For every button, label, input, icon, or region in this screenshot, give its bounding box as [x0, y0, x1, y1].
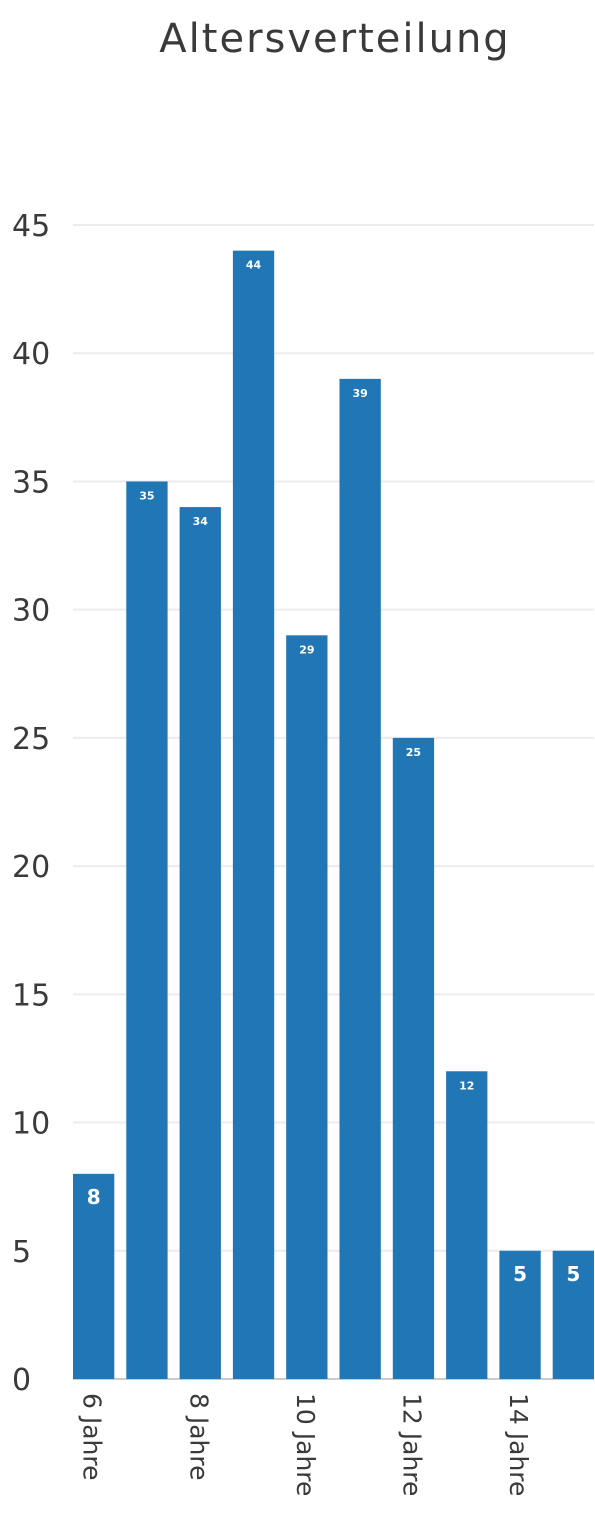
- y-tick-label-15: 15: [12, 978, 50, 1013]
- x-axis: 6 Jahre 8 Jahre 10 Jahre 12 Jahre 14 Jahre: [78, 1393, 533, 1496]
- bar-value-label-3: 44: [246, 259, 262, 272]
- bar-value-label-6: 25: [406, 746, 421, 759]
- y-axis: 0 5 10 15 20 25 30 35 40 45: [12, 209, 50, 1398]
- chart-title: Altersverteilung: [159, 16, 510, 62]
- bar-value-labels: 8 35 34 44 29 39 25 12 5 5: [87, 259, 581, 1286]
- bar-2: [179, 507, 221, 1380]
- y-tick-label-40: 40: [12, 337, 50, 372]
- y-tick-label-35: 35: [12, 465, 50, 500]
- bar-8: [499, 1250, 541, 1379]
- y-tick-label-45: 45: [12, 209, 50, 244]
- y-tick-label-0: 0: [12, 1363, 31, 1398]
- y-tick-label-25: 25: [12, 722, 50, 757]
- x-tick-label-0: 6 Jahre: [78, 1393, 107, 1481]
- bar-value-label-2: 34: [193, 515, 209, 528]
- x-tick-label-4: 14 Jahre: [504, 1393, 533, 1496]
- bar-9: [552, 1250, 594, 1379]
- x-tick-label-1: 8 Jahre: [184, 1393, 213, 1481]
- bar-6: [392, 737, 435, 1379]
- bar-4: [286, 635, 328, 1379]
- bar-value-label-7: 12: [459, 1079, 474, 1092]
- bar-value-label-8: 5: [513, 1262, 527, 1286]
- y-tick-label-20: 20: [12, 850, 50, 885]
- y-tick-label-10: 10: [12, 1107, 50, 1142]
- bars: [73, 250, 594, 1380]
- y-tick-label-30: 30: [12, 594, 50, 629]
- bar-value-label-4: 29: [299, 643, 314, 656]
- x-tick-label-2: 10 Jahre: [291, 1393, 320, 1496]
- x-tick-label-3: 12 Jahre: [397, 1393, 426, 1496]
- bar-5: [339, 378, 381, 1379]
- bar-0: [73, 1173, 115, 1379]
- bar-value-label-5: 39: [352, 387, 367, 400]
- bar-value-label-9: 5: [566, 1262, 580, 1286]
- bar-value-label-0: 8: [87, 1185, 101, 1209]
- bar-1: [126, 481, 168, 1379]
- bar-7: [446, 1071, 488, 1379]
- bar-3: [232, 250, 275, 1380]
- y-tick-label-5: 5: [12, 1235, 31, 1270]
- bar-value-label-1: 35: [139, 489, 154, 502]
